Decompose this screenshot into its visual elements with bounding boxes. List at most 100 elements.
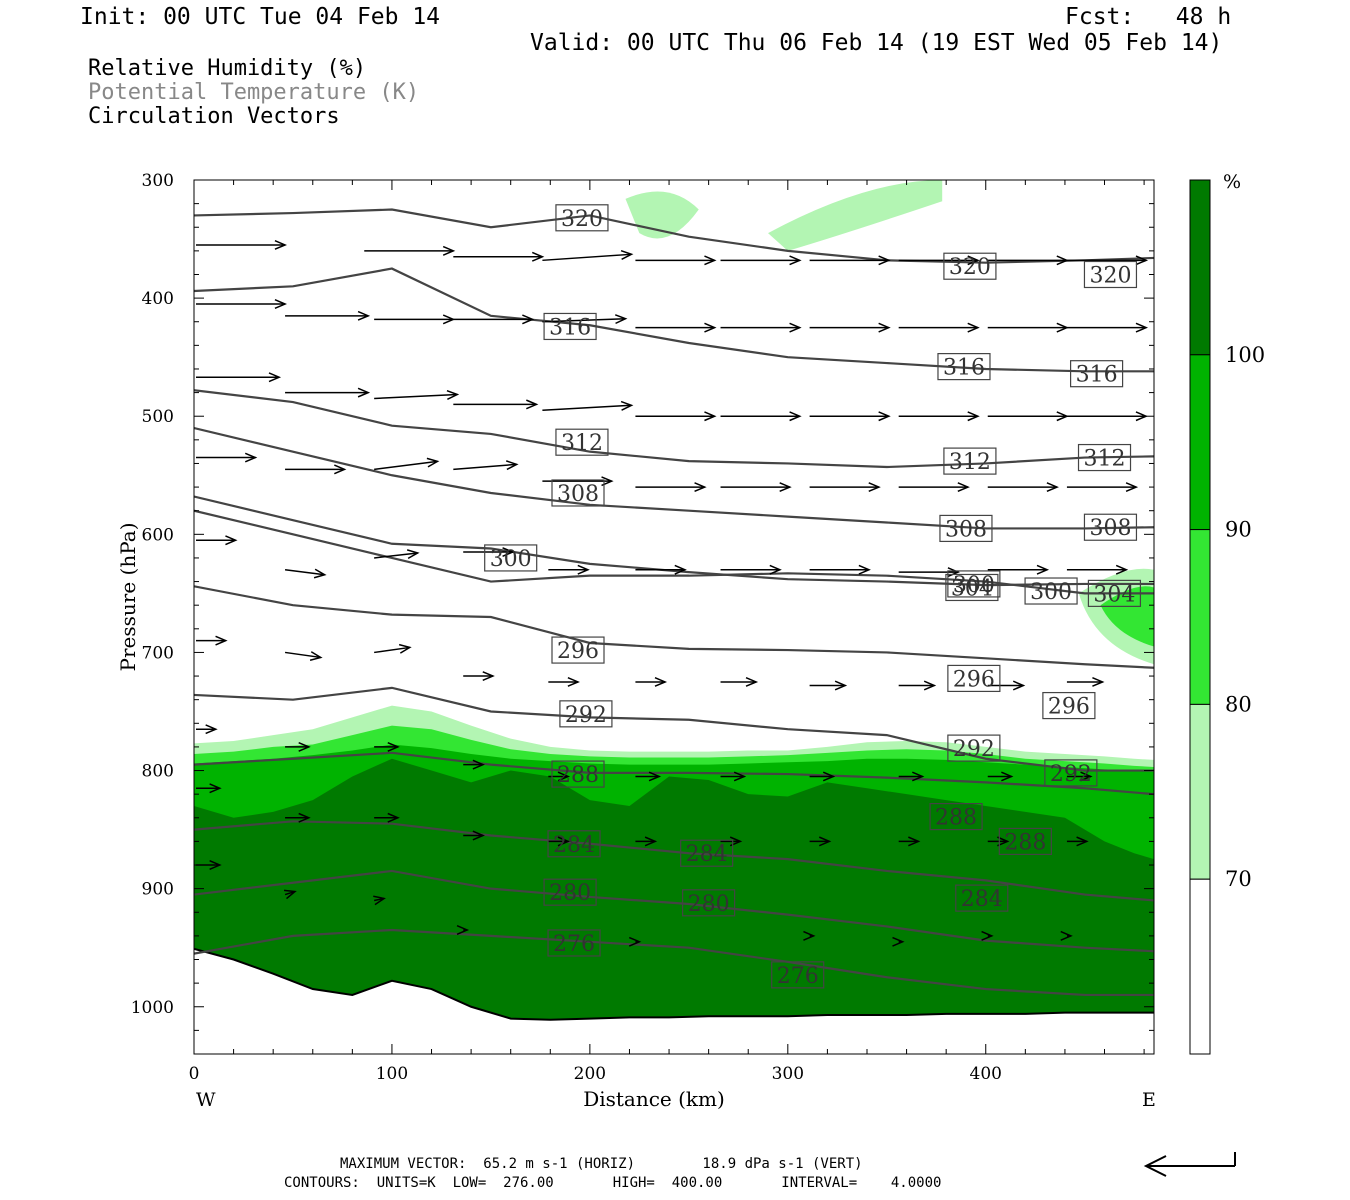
circulation-vector-head bbox=[614, 314, 628, 325]
circulation-vector-head bbox=[1076, 836, 1089, 847]
contour-label-box bbox=[1024, 577, 1078, 605]
contour-label-296: 296 bbox=[1048, 695, 1090, 720]
theta-contour-320 bbox=[194, 208, 1154, 264]
x-end-label-west: W bbox=[196, 1089, 216, 1111]
colorbar-segment bbox=[1189, 703, 1211, 880]
circulation-vector-head bbox=[406, 549, 420, 560]
contour-label-box bbox=[551, 636, 605, 664]
circulation-vector bbox=[374, 552, 418, 559]
contour-label-284: 284 bbox=[961, 887, 1003, 912]
circulation-vector-head bbox=[283, 889, 297, 900]
field-list: Relative Humidity (%) Potential Temperat… bbox=[88, 57, 419, 129]
theta-contour-308 bbox=[194, 426, 1154, 530]
circulation-vector-head bbox=[205, 724, 218, 735]
circulation-vector-head bbox=[654, 676, 668, 687]
circulation-vector-head bbox=[908, 836, 921, 847]
x-end-label-east: E bbox=[1142, 1089, 1156, 1111]
circulation-vector-head bbox=[1036, 564, 1050, 575]
contour-label-312: 312 bbox=[1084, 447, 1126, 472]
circulation-vector-head bbox=[456, 925, 470, 935]
circulation-vector bbox=[542, 253, 632, 262]
x-tick-label: 200 bbox=[574, 1064, 606, 1084]
contour-label-box bbox=[555, 428, 609, 456]
circulation-vector-head bbox=[334, 464, 347, 475]
circulation-vector-head bbox=[298, 741, 311, 752]
contour-label-box bbox=[943, 252, 997, 280]
circulation-vector-head bbox=[1115, 564, 1129, 575]
circulation-vector-head bbox=[1092, 676, 1105, 687]
circulation-vector bbox=[542, 317, 626, 323]
circulation-vector-head bbox=[225, 535, 238, 546]
contour-label-316: 316 bbox=[549, 315, 591, 340]
contour-label-box bbox=[551, 760, 605, 788]
plot-frame bbox=[193, 179, 1155, 1055]
contour-label-box bbox=[955, 884, 1009, 912]
contour-label-box bbox=[543, 878, 597, 906]
circulation-vector-head bbox=[557, 771, 571, 782]
contour-label-box bbox=[551, 479, 605, 507]
circulation-vector-head bbox=[244, 452, 258, 463]
contour-label-308: 308 bbox=[945, 517, 987, 542]
circulation-vector-head bbox=[818, 836, 832, 847]
circulation-vector-head bbox=[426, 457, 440, 468]
contour-label-box bbox=[555, 204, 609, 232]
circulation-vector-head bbox=[387, 741, 400, 752]
y-axis-label: Pressure (hPa) bbox=[116, 523, 140, 672]
circulation-vector-head bbox=[868, 482, 881, 493]
theta-contour-292 bbox=[194, 686, 1154, 772]
reference-vector-icon bbox=[1143, 1152, 1236, 1177]
circulation-vector-head bbox=[601, 476, 614, 487]
contour-label-box bbox=[484, 544, 538, 572]
circulation-vector-head bbox=[674, 564, 687, 575]
circulation-vector-head bbox=[822, 771, 836, 782]
circulation-vector-head bbox=[644, 836, 658, 847]
circulation-vector-head bbox=[1080, 771, 1093, 782]
colorbar-segment bbox=[1189, 529, 1211, 705]
contour-label-box bbox=[1083, 260, 1138, 289]
circulation-vector-head bbox=[472, 759, 485, 770]
theta-contour-304 bbox=[194, 509, 1154, 595]
circulation-vector-head bbox=[1001, 771, 1014, 782]
x-tick-label: 100 bbox=[376, 1064, 408, 1084]
circulation-vector-head bbox=[1060, 930, 1073, 941]
contour-label-box bbox=[547, 929, 601, 957]
circulation-vector bbox=[374, 646, 410, 654]
contour-label-box bbox=[1042, 691, 1096, 720]
circulation-vector-head bbox=[858, 564, 871, 575]
colorbar-level-label: 70 bbox=[1225, 867, 1252, 891]
contour-label-316: 316 bbox=[1076, 363, 1118, 388]
contour-label-308: 308 bbox=[1089, 516, 1131, 541]
circulation-vector-head bbox=[878, 322, 891, 333]
contour-label-296: 296 bbox=[953, 667, 995, 692]
x-tick-label: 300 bbox=[772, 1064, 804, 1084]
contour-label-320: 320 bbox=[1089, 263, 1131, 288]
max-vector-info: MAXIMUM VECTOR: 65.2 m s-1 (HORIZ) 18.9 … bbox=[340, 1156, 863, 1172]
theta-contour-316 bbox=[194, 267, 1154, 373]
y-tick-label: 800 bbox=[142, 762, 174, 782]
y-tick-label: 700 bbox=[142, 643, 174, 663]
contour-label-box bbox=[680, 839, 734, 867]
circulation-vector-head bbox=[878, 411, 891, 422]
circulation-vector bbox=[374, 393, 458, 400]
contour-label-292: 292 bbox=[1050, 762, 1092, 787]
colorbar-segment bbox=[1189, 878, 1211, 1055]
y-tick-label: 900 bbox=[142, 880, 174, 900]
circulation-vector-head bbox=[620, 400, 634, 411]
x-tick-label: 0 bbox=[189, 1064, 200, 1084]
contour-label-box bbox=[939, 514, 993, 543]
circulation-vector-head bbox=[1125, 482, 1139, 493]
theta-contour-312 bbox=[194, 389, 1154, 469]
colorbar-segment bbox=[1189, 354, 1211, 531]
circulation-vector-head bbox=[472, 830, 485, 841]
theta-contour-280 bbox=[194, 869, 1154, 953]
circulation-vector-head bbox=[923, 680, 937, 691]
contour-label-box bbox=[1069, 360, 1124, 388]
circulation-vector-head bbox=[298, 812, 311, 823]
contour-label-300: 300 bbox=[953, 573, 995, 598]
rh-band-100 bbox=[194, 758, 1154, 1020]
circulation-vector-head bbox=[957, 482, 970, 493]
y-tick-label: 300 bbox=[142, 171, 174, 191]
circulation-vector-head bbox=[769, 564, 782, 575]
contour-label-300: 300 bbox=[490, 547, 532, 572]
